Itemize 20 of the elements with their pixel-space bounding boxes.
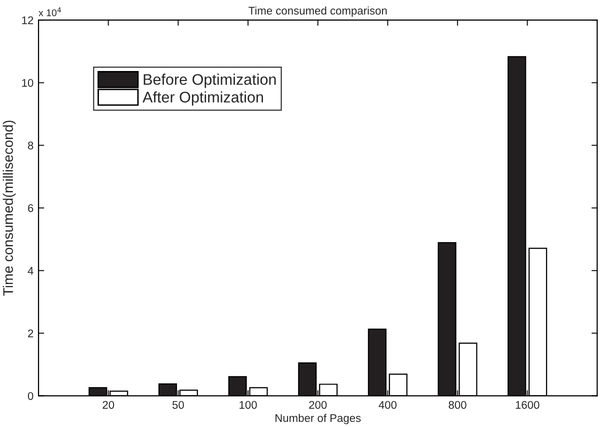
- x-tick-label: 800: [448, 400, 466, 409]
- y-tick-label: 12: [22, 16, 34, 24]
- legend-label: After Optimization: [142, 91, 263, 106]
- y-axis-title: Time consumed(millisecond): [2, 120, 16, 296]
- y-tick-label: 8: [28, 142, 34, 150]
- x-tick-label: 50: [172, 400, 184, 409]
- chart-title: Time consumed comparison: [248, 6, 387, 17]
- legend-label: Before Optimization: [144, 74, 276, 88]
- x-tick-label: 1600: [516, 400, 540, 409]
- x-tick-label: 200: [309, 400, 327, 409]
- y-tick-label: 10: [22, 78, 34, 87]
- x-tick-label: 20: [102, 400, 114, 409]
- y-tick-label: 0: [28, 392, 34, 400]
- text: x 10$^{4}$: [38, 7, 61, 16]
- y-tick-label: 6: [28, 204, 34, 212]
- x-tick-label: 100: [240, 400, 257, 409]
- y-tick-label: 2: [28, 329, 34, 338]
- y-tick-label: 4: [28, 266, 34, 275]
- x-tick-label: 400: [378, 400, 397, 409]
- x-axis-title: Number of Pages: [276, 414, 361, 424]
